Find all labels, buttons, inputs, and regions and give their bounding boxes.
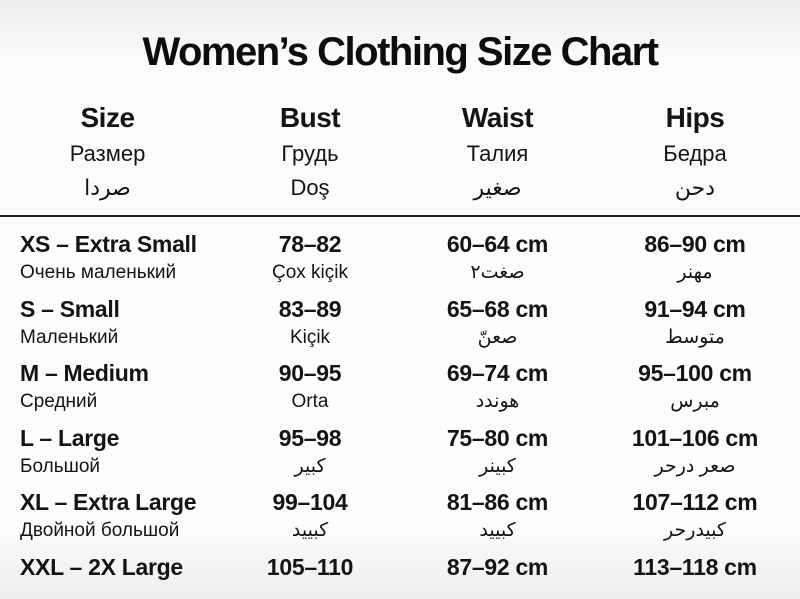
hips-value: 95–100 cm: [638, 360, 752, 386]
table-row-s: S – Small Маленький 83–89 Kiçik 65–68 cm…: [0, 294, 800, 359]
table-row-m: M – Medium Средний 90–95 Orta 69–74 cm ه…: [0, 358, 800, 423]
bust-value: 95–98: [278, 424, 342, 451]
bust-value-alt: كبير: [294, 455, 326, 477]
size-label-alt: Двойной большой: [20, 520, 180, 541]
waist-value-alt: كبينر: [479, 455, 516, 477]
header-waist-en: Waist: [461, 102, 534, 133]
hips-value-alt: صعر درحر: [654, 455, 736, 477]
size-label-alt: Очень маленький: [20, 262, 177, 283]
size-label: L – Large: [20, 424, 120, 451]
waist-value-alt: صغت٢: [470, 262, 525, 283]
size-label-alt: Маленький: [20, 326, 119, 348]
waist-value: 75–80 cm: [446, 424, 549, 451]
header-size-ru: Размер: [69, 141, 146, 166]
header-waist-ru: Талия: [466, 141, 529, 166]
hips-value: 86–90 cm: [644, 231, 746, 257]
waist-value: 65–68 cm: [446, 295, 549, 322]
hips-value-alt: متوسط: [665, 326, 725, 348]
bust-value: 78–82: [278, 231, 342, 257]
size-label: XL – Extra Large: [20, 489, 197, 515]
size-label: M – Medium: [20, 360, 149, 386]
hips-value-alt: مهنر: [677, 262, 713, 283]
header-divider: [0, 215, 800, 217]
size-label: XS – Extra Small: [20, 231, 197, 257]
column-header-waist: Waist Талия صغير: [405, 99, 590, 205]
hips-value-alt: مبرس: [670, 391, 720, 412]
waist-value: 60–64 cm: [446, 231, 549, 257]
bust-value-alt: Çox kiçik: [271, 262, 348, 283]
header-hips-alt: دحن: [674, 175, 716, 200]
header-hips-ru: Бедра: [663, 141, 727, 166]
size-label-alt: Большой: [20, 455, 101, 477]
waist-value: 87–92 cm: [446, 553, 549, 580]
hips-value: 91–94 cm: [644, 295, 746, 322]
column-header-size: Size Размер صردا: [0, 99, 215, 205]
hips-value: 107–112 cm: [632, 489, 758, 515]
table-row-xs: XS – Extra Small Очень маленький 78–82 Ç…: [0, 229, 800, 294]
size-label: XXL – 2X Large: [20, 553, 183, 580]
table-row-xxl: XXL – 2X Large 105–110 87–92 cm 113–118 …: [0, 552, 800, 599]
waist-value: 81–86 cm: [446, 489, 549, 515]
header-bust-ru: Грудь: [281, 141, 339, 166]
bust-value-alt: Orta: [291, 391, 329, 412]
table-header: Size Размер صردا Bust Грудь Doş Waist Та…: [0, 99, 800, 205]
header-bust-alt: Doş: [290, 175, 330, 200]
waist-value-alt: صعنّ: [477, 326, 518, 348]
column-header-hips: Hips Бедра دحن: [590, 99, 800, 205]
hips-value-alt: كبيدرحر: [664, 520, 726, 541]
bust-value: 99–104: [272, 489, 348, 515]
hips-value: 101–106 cm: [631, 424, 759, 451]
header-size-alt: صردا: [84, 175, 131, 200]
waist-value: 69–74 cm: [446, 360, 549, 386]
table-row-l: L – Large Большой 95–98 كبير 75–80 cm كب…: [0, 423, 800, 488]
bust-value: 90–95: [278, 360, 342, 386]
bust-value-alt: كبييد: [291, 520, 329, 541]
header-bust-en: Bust: [279, 102, 341, 133]
page-title: Women’s Clothing Size Chart: [142, 30, 659, 74]
bust-value: 105–110: [266, 553, 354, 580]
waist-value-alt: كبييد: [479, 520, 516, 541]
size-label-alt: Средний: [20, 391, 98, 412]
bust-value: 83–89: [278, 295, 342, 322]
waist-value-alt: هوندد: [475, 391, 520, 412]
header-waist-alt: صغير: [473, 175, 522, 200]
size-label: S – Small: [20, 295, 120, 322]
hips-value: 113–118 cm: [633, 553, 757, 580]
table-row-xl: XL – Extra Large Двойной большой 99–104 …: [0, 487, 800, 552]
column-header-bust: Bust Грудь Doş: [215, 99, 405, 205]
bust-value-alt: Kiçik: [289, 326, 331, 348]
header-hips-en: Hips: [665, 102, 725, 133]
header-size-en: Size: [80, 102, 135, 133]
size-table-body: XS – Extra Small Очень маленький 78–82 Ç…: [0, 229, 800, 599]
